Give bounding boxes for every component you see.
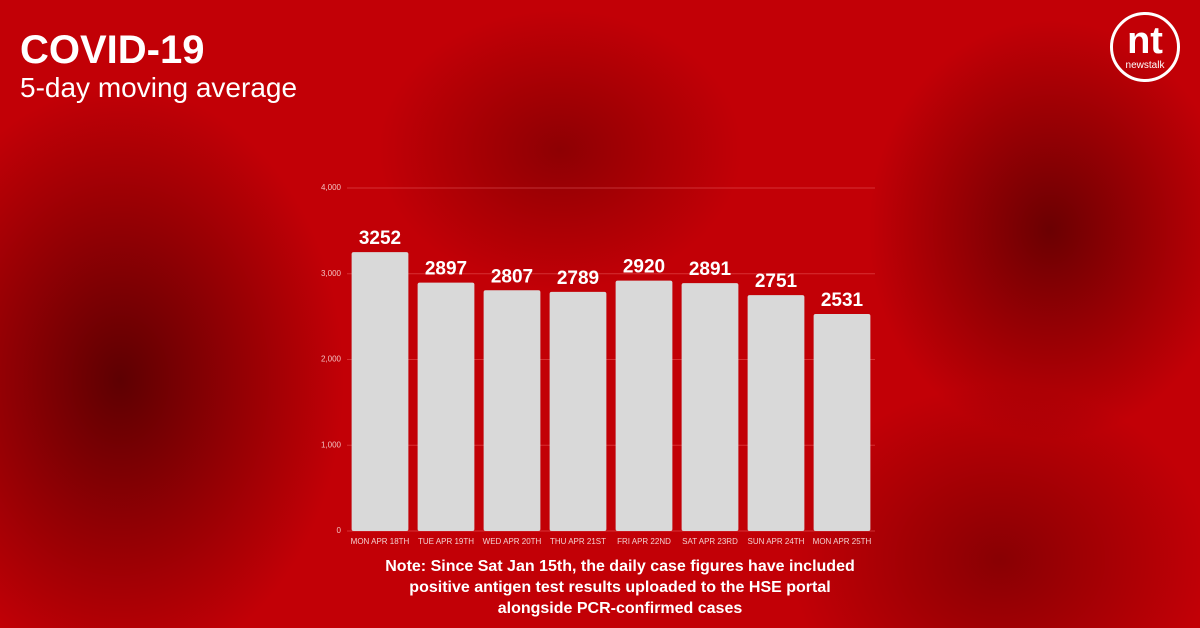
bar	[747, 295, 805, 531]
logo: nt newstalk	[1110, 12, 1180, 82]
data-label: 2920	[623, 257, 665, 278]
bar	[813, 313, 871, 531]
x-tick-label: TUE APR 19TH	[418, 537, 474, 546]
y-tick-label: 2,000	[321, 355, 342, 364]
chart-title: COVID-19	[20, 28, 205, 72]
y-tick-label: 3,000	[321, 269, 342, 278]
x-tick-label: SUN APR 24TH	[748, 537, 805, 546]
x-tick-label: FRI APR 22ND	[617, 537, 671, 546]
x-tick-label: SAT APR 23RD	[682, 537, 738, 546]
x-tick-label: MON APR 25TH	[813, 537, 872, 546]
bar	[351, 252, 409, 532]
bar	[615, 280, 673, 531]
x-tick-label: THU APR 21ST	[550, 537, 606, 546]
y-tick-label: 1,000	[321, 440, 342, 449]
x-tick-label: MON APR 18TH	[351, 537, 410, 546]
data-label: 2891	[689, 259, 732, 280]
data-label: 2897	[425, 259, 467, 280]
logo-mark: nt	[1127, 20, 1163, 62]
data-label: 2751	[755, 271, 798, 292]
bar	[549, 291, 607, 531]
bar	[681, 283, 739, 531]
chart-subtitle: 5-day moving average	[20, 72, 298, 103]
data-label: 2807	[491, 266, 533, 287]
data-label: 3252	[359, 228, 401, 249]
x-tick-label: WED APR 20TH	[483, 537, 542, 546]
logo-name: newstalk	[1125, 60, 1165, 71]
bar	[483, 290, 541, 531]
note: Note: Since Sat Jan 15th, the daily case…	[385, 558, 855, 617]
bar	[417, 282, 475, 531]
data-label: 2789	[557, 268, 599, 289]
y-tick-label: 4,000	[321, 183, 342, 192]
y-tick-label: 0	[337, 526, 342, 535]
data-label: 2531	[821, 290, 864, 311]
